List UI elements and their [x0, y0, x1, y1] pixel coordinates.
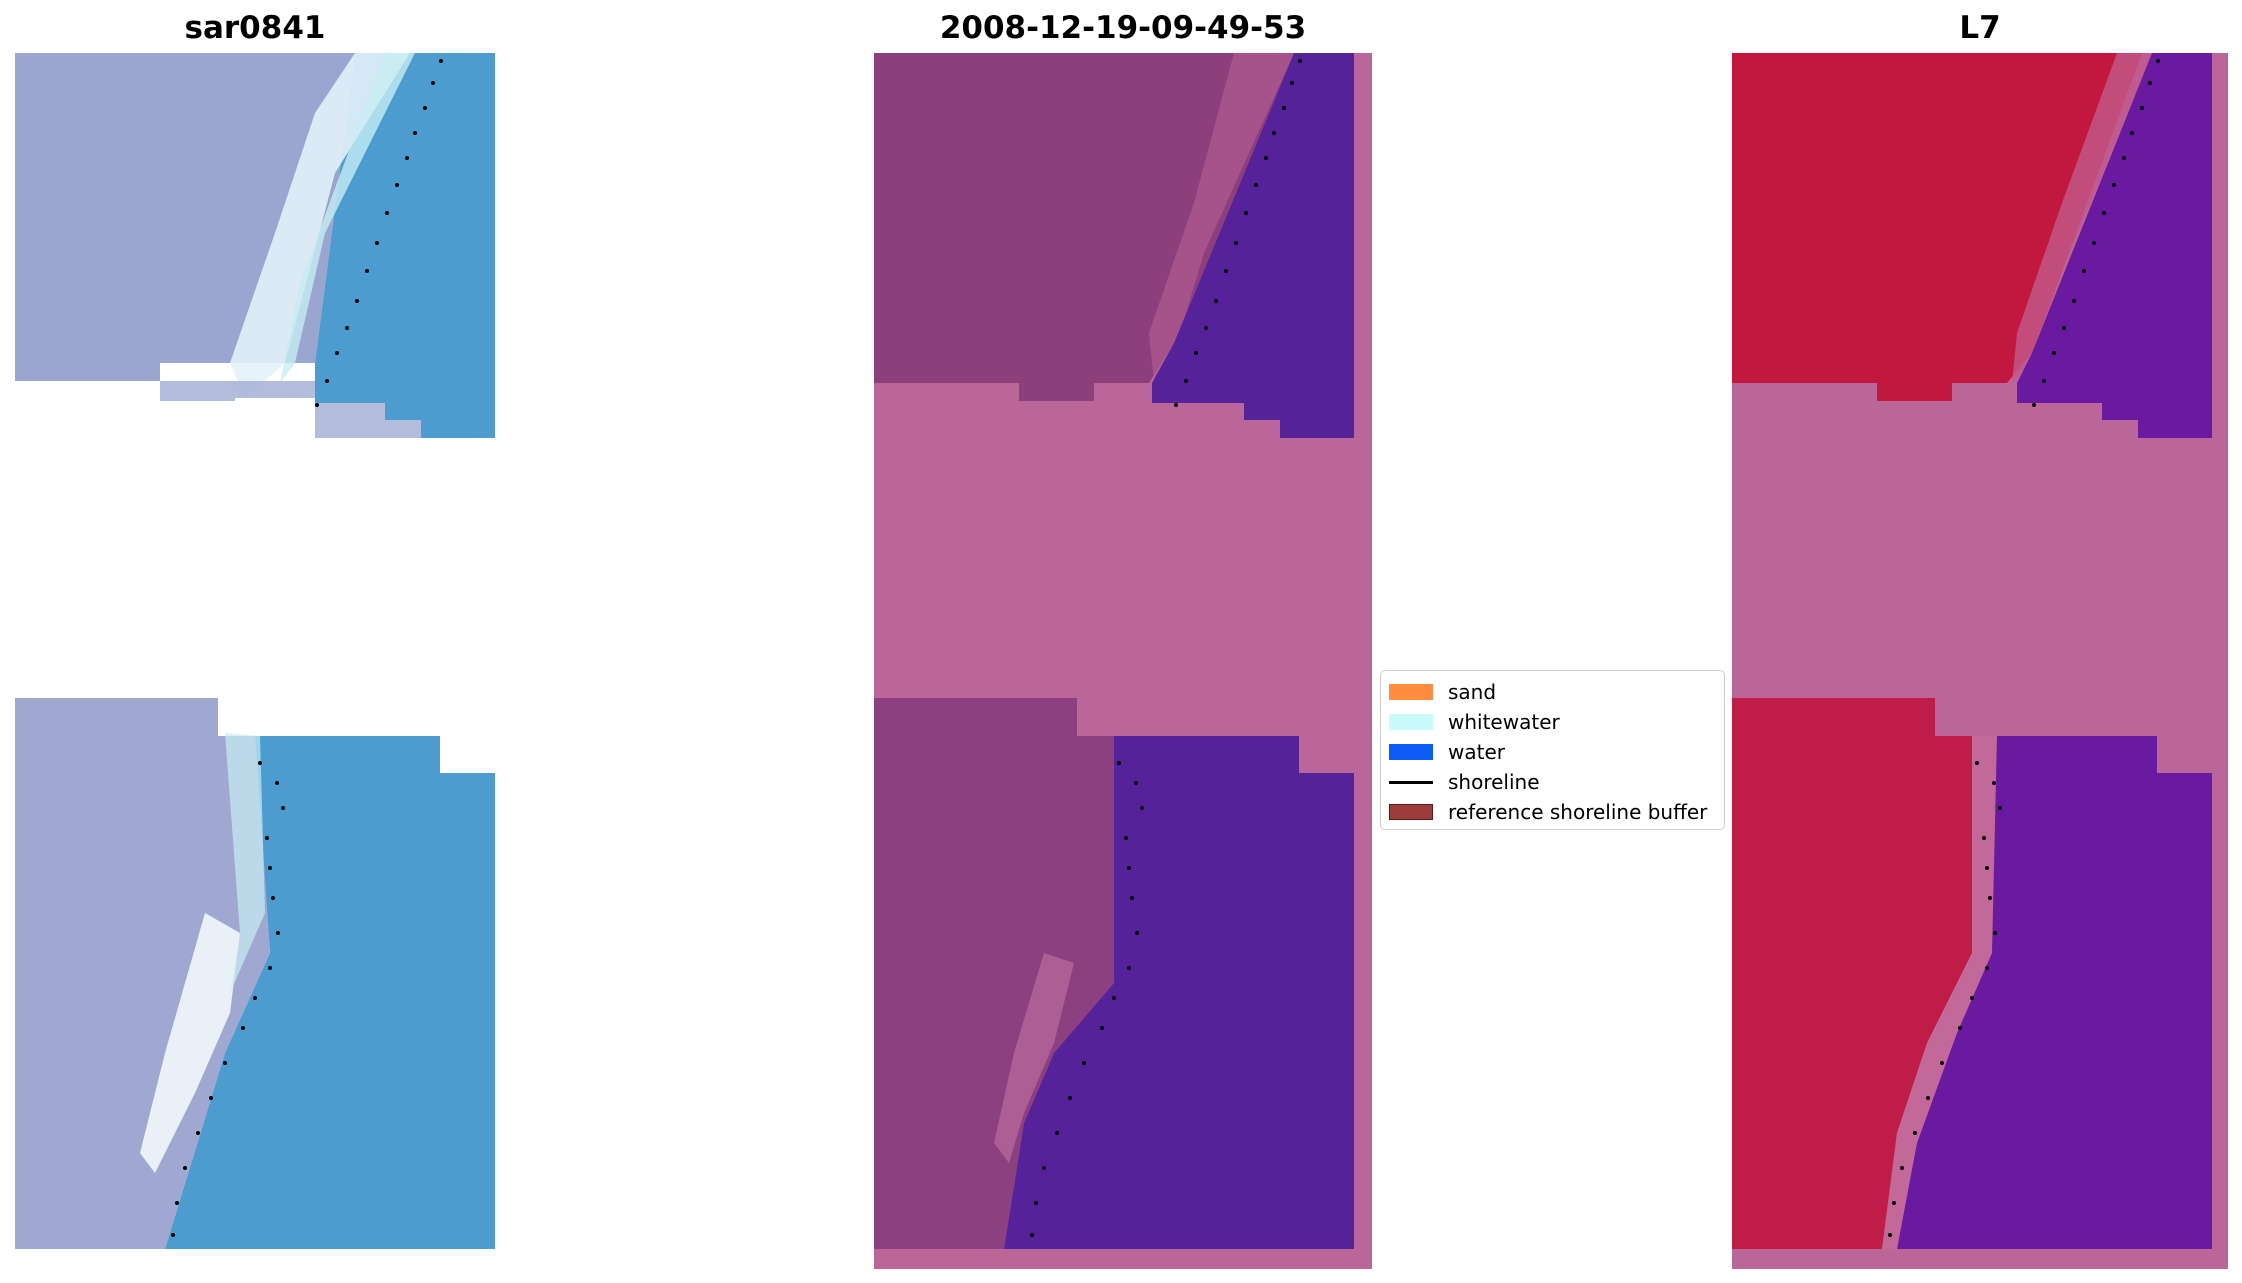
index-bottom-block — [1732, 698, 2212, 1249]
swir-top-water — [1152, 53, 1354, 438]
legend-item-buffer: reference shoreline buffer — [1389, 797, 1716, 827]
rgb-top-surf — [230, 53, 410, 398]
legend-label: whitewater — [1448, 710, 1560, 734]
swir-bottom-water — [1004, 736, 1354, 1249]
rgb-shoreline — [171, 59, 443, 1237]
rgb-bottom-surf-band — [225, 733, 265, 993]
index-shoreline — [1888, 59, 2160, 1237]
index-bottom-land — [1732, 698, 1972, 1249]
swir-image-panel — [874, 53, 1372, 1269]
panel-title-sensor: L7 — [1959, 10, 2001, 46]
swir-bottom-surf — [994, 953, 1074, 1163]
index-top-transition — [2012, 53, 2152, 383]
legend-item-water: water — [1389, 737, 1716, 767]
legend: sand whitewater water shoreline referenc… — [1380, 670, 1725, 830]
rgb-top-block — [15, 53, 495, 438]
swir-image — [874, 53, 1372, 1269]
swir-top-block — [874, 53, 1354, 438]
swir-shoreline — [1030, 59, 1302, 1237]
rgb-bottom-block — [15, 698, 495, 1249]
rgb-top-lower-strip — [160, 381, 421, 438]
index-top-water — [2017, 53, 2212, 438]
legend-label: sand — [1448, 680, 1497, 704]
rgb-top-surf-band — [280, 53, 415, 383]
swir-bottom-land — [874, 698, 1114, 1249]
rgb-image — [15, 53, 495, 1249]
legend-label: water — [1448, 740, 1505, 764]
legend-label: reference shoreline buffer — [1448, 800, 1708, 824]
legend-item-shoreline: shoreline — [1389, 767, 1716, 797]
panel-title-rgb: sar0841 — [184, 10, 326, 46]
index-top-block — [1732, 53, 2212, 438]
swir-top-surf — [1149, 53, 1294, 383]
index-image — [1732, 53, 2228, 1269]
swir-bottom-block — [874, 698, 1354, 1249]
index-image-panel — [1732, 53, 2228, 1269]
panel-title-date: 2008-12-19-09-49-53 — [939, 10, 1307, 46]
legend-swatch-sand — [1389, 684, 1433, 700]
legend-swatch-water — [1389, 744, 1433, 760]
swir-top-land — [874, 53, 1294, 401]
rgb-image-panel — [15, 53, 495, 1249]
index-bottom-water — [1897, 736, 2212, 1249]
legend-swatch-whitewater — [1389, 714, 1433, 730]
rgb-bottom-surf — [140, 913, 240, 1173]
rgb-bottom-water — [165, 736, 495, 1249]
legend-line-shoreline — [1389, 780, 1433, 784]
legend-item-whitewater: whitewater — [1389, 707, 1716, 737]
rgb-bottom-land — [15, 698, 270, 1249]
legend-label: shoreline — [1448, 770, 1540, 794]
legend-swatch-buffer — [1389, 804, 1433, 820]
index-bottom-transition — [1882, 736, 1997, 1249]
legend-item-sand: sand — [1389, 677, 1716, 707]
